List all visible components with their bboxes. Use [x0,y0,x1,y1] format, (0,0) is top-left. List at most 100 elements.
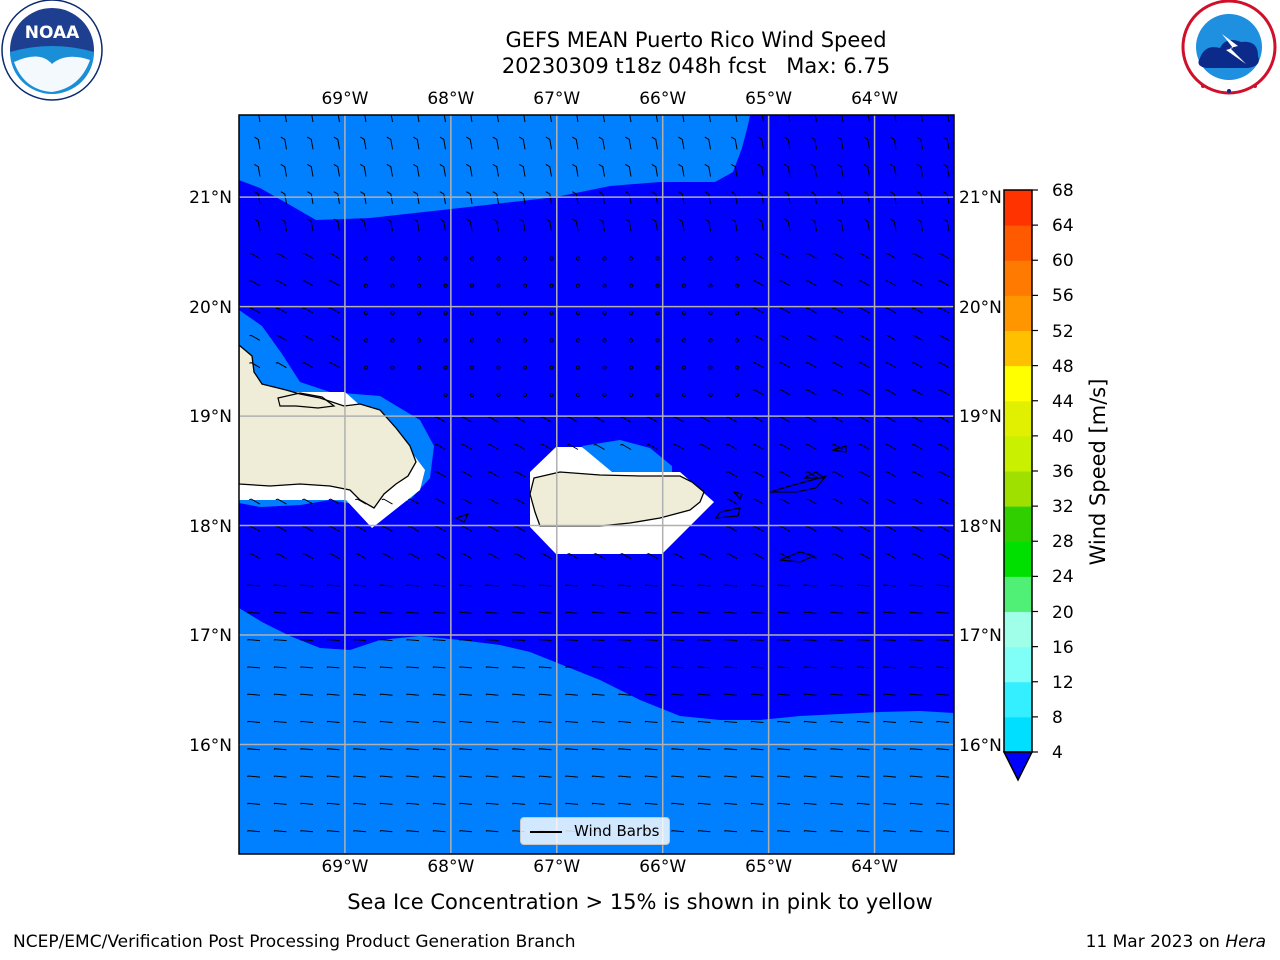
colorbar-extend-arrow [1002,751,1034,782]
wind-barb [724,611,738,614]
wind-barb [512,666,526,669]
wind-barb [750,693,764,696]
calm-wind-marker [363,283,369,288]
wind-barb [379,693,393,696]
wind-barb [275,280,287,287]
calm-wind-marker [734,283,740,288]
colorbar-tick-label: 24 [1052,567,1074,588]
colorbar-tick-label: 40 [1052,426,1074,447]
wind-barb [459,693,473,696]
latitude-tick-label: 19°N [959,407,1002,428]
wind-barb [885,362,897,369]
wind-barb [565,802,579,805]
legend-label: Wind Barbs [574,822,660,840]
wind-barb [618,693,632,696]
colorbar-segment [1004,330,1032,367]
wind-barb [750,720,764,723]
wind-barb [487,443,499,450]
calm-wind-marker [628,392,634,398]
wind-barb [704,191,711,204]
wind-barb [704,163,711,177]
wind-barb [459,611,473,614]
wind-barb [943,136,950,150]
wind-barb [492,136,499,150]
calm-wind-marker [734,338,740,343]
hispaniola-land [239,344,417,509]
wind-barb [618,611,632,614]
wind-barb [620,553,632,560]
wind-barb [856,830,870,833]
wind-barb [328,307,340,314]
wind-barb [326,748,340,751]
wind-barb [275,498,287,505]
wind-barb [302,525,314,532]
wind-barb [856,748,870,751]
wind-barb [514,471,526,478]
wind-barb [697,639,711,642]
wind-barb [911,307,923,314]
wind-barb [275,525,287,532]
wind-barb [302,307,314,314]
wind-barb [697,775,711,778]
wind-barb [943,191,950,204]
wind-barb [512,693,526,696]
wind-barb [523,115,526,123]
calm-wind-marker [655,283,660,288]
wind-barb [856,584,870,587]
wind-speed-region-north [239,115,750,220]
wind-barb [858,443,870,450]
wind-barb [249,498,261,505]
wind-barb [724,748,738,751]
wind-barb [757,163,764,177]
calm-wind-marker [734,310,740,316]
wind-barb [726,416,738,423]
wind-barb [485,639,499,642]
wind-barb [328,334,340,341]
wind-barb [885,525,897,532]
footer-date-text: 11 Mar 2023 on [1085,932,1226,952]
latitude-tick-label: 17°N [189,626,232,647]
wind-barb [307,163,314,177]
wind-barb [724,666,738,669]
wind-barb [943,218,950,232]
calm-wind-marker [681,283,687,288]
wind-barb [413,163,420,177]
wind-barb [514,525,526,532]
calm-wind-marker [496,365,501,370]
longitude-tick-label: 68°W [427,89,475,109]
wind-barb [671,748,685,751]
wind-barb [937,858,949,859]
wind-barb [487,416,499,423]
longitude-tick-label: 66°W [639,857,687,877]
wind-barb [805,553,817,560]
wind-barb [671,802,685,805]
wind-barb [708,115,711,123]
wind-barb [439,218,446,232]
wind-barb [300,639,314,642]
wind-barb [519,218,526,232]
wind-barb [379,584,393,587]
latitude-tick-label: 20°N [959,297,1002,318]
wind-barb [355,553,367,560]
wind-barb [916,136,923,150]
calm-wind-marker [416,256,422,261]
calm-wind-marker [443,392,448,398]
wind-barb [247,666,261,669]
wind-barb [247,584,261,587]
wind-barb [379,720,393,723]
wind-barb [326,802,340,805]
wind-barb [724,639,738,642]
calm-wind-marker [681,256,687,261]
wind-barb [726,525,738,532]
wind-barb [841,115,844,123]
wind-barb [461,443,473,450]
wind-barb [916,218,923,232]
wind-barb [461,416,473,423]
wind-barb [858,389,870,396]
wind-barb [512,748,526,751]
colorbar-segment [1004,681,1032,718]
wind-barb [406,720,420,723]
wind-barb [512,639,526,642]
wind-barb [538,802,552,805]
calm-wind-marker [390,338,395,343]
